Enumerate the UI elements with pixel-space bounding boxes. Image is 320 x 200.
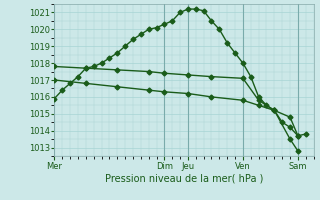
X-axis label: Pression niveau de la mer( hPa ): Pression niveau de la mer( hPa ) (105, 173, 263, 183)
